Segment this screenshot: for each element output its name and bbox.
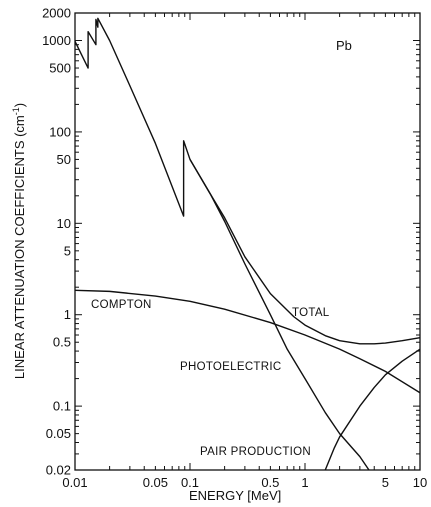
y-tick-label-50: 50 — [57, 152, 71, 167]
x-tick-label-5: 5 — [382, 475, 389, 490]
y-tick-label-5: 5 — [64, 243, 71, 258]
y-tick-label-10: 10 — [57, 216, 71, 231]
y-tick-label-0-1: 0.1 — [53, 399, 71, 414]
y-axis-title-main: LINEAR ATTENUATION COEFFICIENTS (cm — [12, 115, 27, 379]
y-tick-label-0-02: 0.02 — [46, 463, 71, 478]
label-pair-production: PAIR PRODUCTION — [200, 446, 311, 458]
x-tick-label-10: 10 — [413, 475, 427, 490]
x-tick-label-0-05: 0.05 — [143, 475, 168, 490]
y-tick-label-500: 500 — [49, 61, 71, 76]
axis-tick-labels: 0.01 0.05 0.1 0.5 1 5 10 0.02 0.05 0.1 0.5 1 5 10 50 10… — [42, 6, 427, 491]
x-tick-label-1: 1 — [301, 475, 308, 490]
x-tick-label-0-1: 0.1 — [181, 475, 199, 490]
curve-total — [74, 17, 421, 345]
y-axis-title: LINEAR ATTENUATION COEFFICIENTS (cm-1) — [11, 103, 27, 379]
y-tick-label-0-5: 0.5 — [53, 335, 71, 350]
y-tick-label-100: 100 — [49, 124, 71, 139]
axis-ticks — [74, 12, 421, 471]
curve-compton — [74, 289, 421, 394]
y-axis-title-superscript: -1 — [11, 107, 21, 115]
plot-frame — [74, 12, 421, 471]
x-tick-label-0-01: 0.01 — [62, 475, 87, 490]
curve-photoelectric — [189, 159, 370, 471]
y-tick-label-2000: 2000 — [42, 6, 71, 21]
element-label: Pb — [336, 38, 352, 53]
x-axis-title: ENERGY [MeV] — [189, 488, 281, 503]
label-photoelectric: PHOTOELECTRIC — [180, 361, 281, 373]
curve-pair-production — [324, 348, 421, 471]
y-tick-label-1: 1 — [64, 307, 71, 322]
label-compton: COMPTON — [91, 299, 152, 311]
x-tick-label-0-5: 0.5 — [261, 475, 279, 490]
label-total: TOTAL — [292, 307, 330, 319]
y-tick-label-1000: 1000 — [42, 33, 71, 48]
y-axis-title-close: ) — [12, 103, 27, 107]
curves — [74, 17, 421, 471]
y-tick-label-0-05: 0.05 — [46, 426, 71, 441]
